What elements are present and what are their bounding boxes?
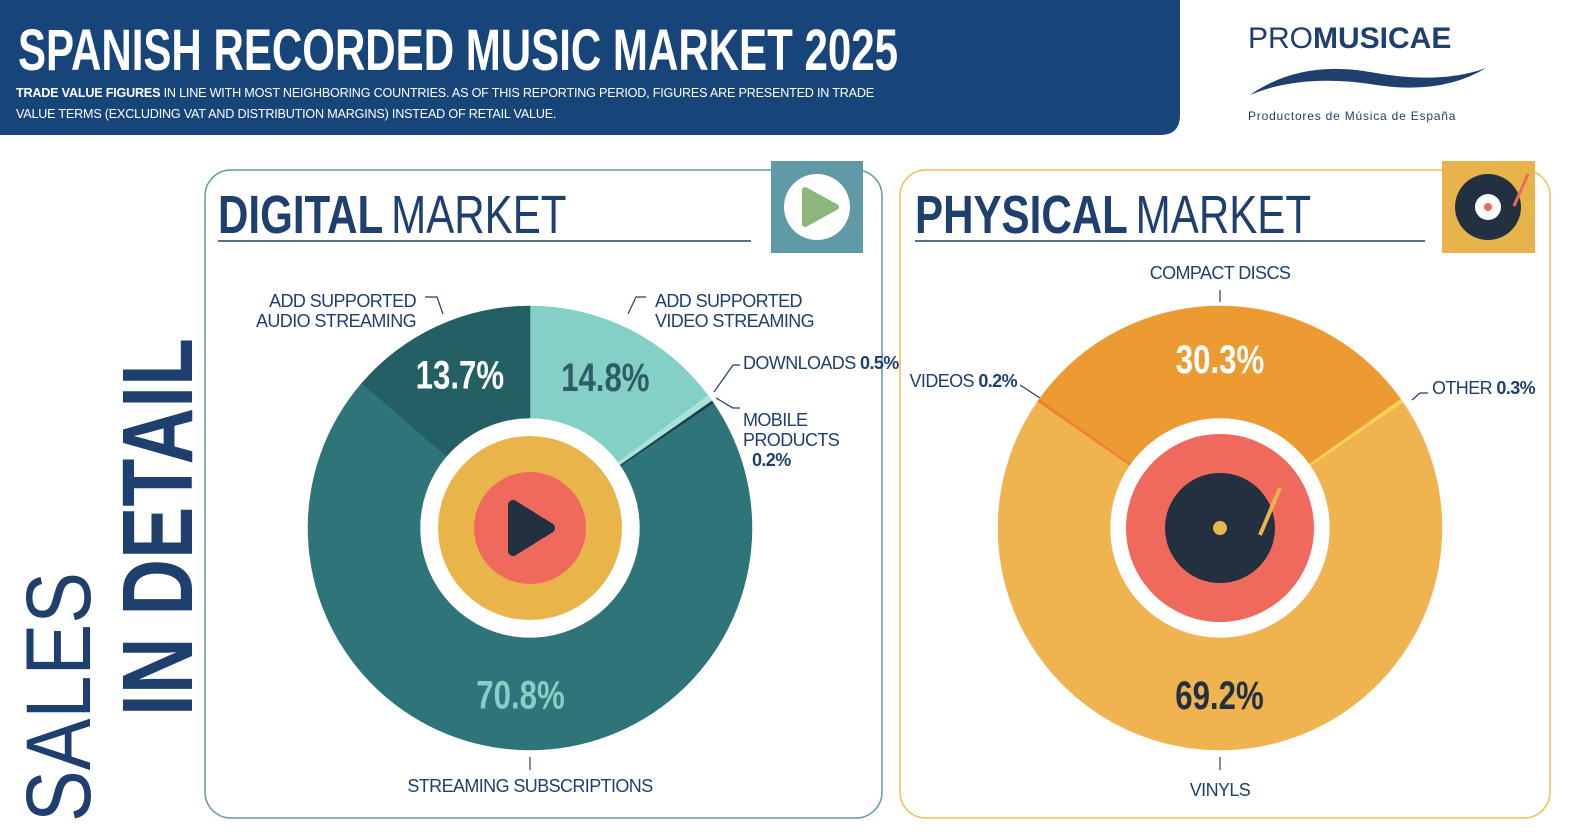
- subtitle-text: IN LINE WITH MOST NEIGHBORING COUNTRIES.…: [16, 86, 874, 121]
- subtitle: TRADE VALUE FIGURES IN LINE WITH MOST NE…: [16, 83, 906, 125]
- value-label: 13.7%: [416, 353, 504, 398]
- side-title-bold: IN DETAIL: [102, 338, 214, 716]
- chart-title: PHYSICAL MARKET: [915, 185, 1311, 245]
- value-label: 0.3%: [1496, 378, 1536, 398]
- value-label: 70.8%: [476, 673, 564, 718]
- category-label: VIDEOS 0.2%: [870, 371, 1018, 391]
- page-title: SPANISH RECORDED MUSIC MARKET 2025: [18, 18, 898, 83]
- value-label: 0.2%: [978, 371, 1017, 391]
- value-label: 0.2%: [752, 450, 791, 470]
- logo-bold: MUSICAE: [1313, 22, 1451, 55]
- donut-slice: [997, 401, 1443, 751]
- category-name: ADD SUPPORTED VIDEO STREAMING: [655, 291, 815, 331]
- logo-name: PROMUSICAE: [1248, 22, 1451, 55]
- value-label: 30.3%: [1176, 337, 1264, 382]
- logo-light: PRO: [1248, 22, 1313, 55]
- category-name: COMPACT DISCS: [1149, 263, 1291, 283]
- icon-needle: [1512, 173, 1530, 207]
- category-label: ADD SUPPORTED AUDIO STREAMING: [230, 291, 417, 331]
- icon-play: [802, 187, 839, 227]
- header-band: [0, 0, 1180, 135]
- category-name: VIDEOS: [909, 371, 975, 391]
- chart-title-light: MARKET: [1136, 185, 1311, 245]
- logo-wave: [1250, 68, 1486, 95]
- donut-slice: [1037, 398, 1131, 466]
- value-label: 14.8%: [561, 355, 649, 400]
- chart-title-bold: PHYSICAL: [915, 185, 1128, 245]
- center-art: [438, 434, 1314, 622]
- donut-slice: [529, 305, 709, 463]
- value-label: 69.2%: [1175, 673, 1263, 718]
- chart-title-light: MARKET: [391, 185, 566, 245]
- logo-tagline: Productores de Música de España: [1248, 109, 1456, 123]
- category-label: VINYLS: [1070, 780, 1370, 800]
- icon-hole: [1484, 203, 1492, 211]
- category-name: MOBILE PRODUCTS: [743, 410, 840, 450]
- category-label: OTHER 0.3%: [1432, 378, 1536, 398]
- center-needle: [1258, 487, 1282, 536]
- center-dot: [1213, 521, 1227, 535]
- category-name: DOWNLOADS: [743, 353, 856, 373]
- donut-slice: [1038, 305, 1402, 465]
- digital-panel: [204, 169, 883, 819]
- category-label: MOBILE PRODUCTS 0.2%: [743, 410, 883, 470]
- physical-panel: [899, 169, 1551, 819]
- subtitle-bold: TRADE VALUE FIGURES: [16, 86, 161, 100]
- category-name: ADD SUPPORTED AUDIO STREAMING: [255, 291, 417, 331]
- category-label: ADD SUPPORTED VIDEO STREAMING: [655, 291, 825, 331]
- category-label: STREAMING SUBSCRIPTIONS: [380, 776, 680, 796]
- category-label: DOWNLOADS 0.5%: [743, 353, 899, 373]
- donut-slice: [361, 305, 531, 457]
- donut-slice: [307, 382, 753, 751]
- side-title-light: SALES: [8, 572, 110, 822]
- category-name: VINYLS: [1189, 780, 1251, 800]
- category-name: STREAMING SUBSCRIPTIONS: [407, 776, 653, 796]
- chart-title: DIGITAL MARKET: [218, 185, 567, 245]
- category-name: OTHER: [1432, 378, 1493, 398]
- category-label: COMPACT DISCS: [1070, 263, 1370, 283]
- leader-lines: [425, 290, 1428, 770]
- value-label: 0.5%: [860, 353, 899, 373]
- chart-title-bold: DIGITAL: [218, 185, 383, 245]
- center-play: [508, 500, 555, 556]
